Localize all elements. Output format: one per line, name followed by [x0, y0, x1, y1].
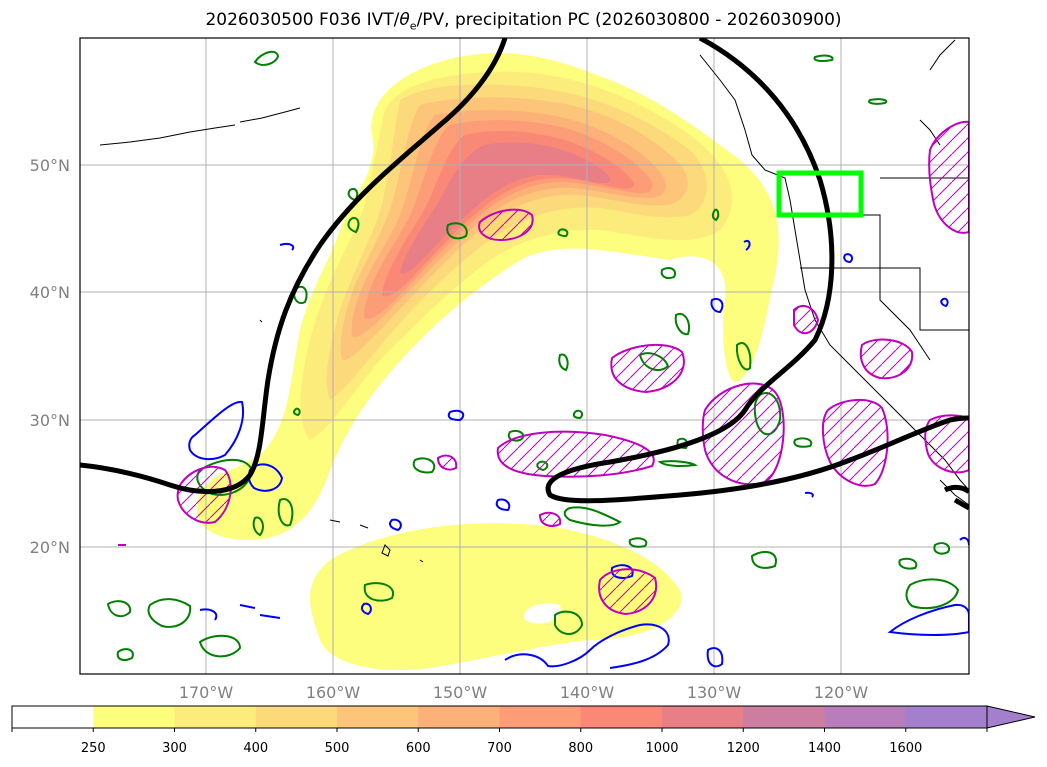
title-suffix: /PV, precipitation PC (2026030800 - 2026…: [416, 10, 842, 30]
ivt-shading: [197, 52, 779, 671]
title-theta: θ: [399, 10, 410, 30]
colorbar-segment: [12, 706, 94, 728]
colorbar-tick-label: 1400: [808, 741, 841, 756]
lon-label-160w: 160°W: [306, 683, 361, 702]
lat-label-40: 40°N: [30, 283, 70, 302]
colorbar-segment: [499, 706, 582, 728]
colorbar-tick-label: 1000: [645, 741, 678, 756]
colorbar-segment: [743, 706, 825, 728]
title-theta-subscript: e: [409, 19, 417, 33]
highlight-box: [776, 170, 864, 218]
longitude-labels: 170°W 160°W 150°W 140°W 130°W 120°W: [179, 683, 869, 702]
colorbar-segment: [905, 706, 988, 728]
latitude-labels: 50°N 40°N 30°N 20°N: [30, 156, 70, 557]
map-title: 2026030500 F036 IVT/θe/PV, precipitation…: [0, 10, 1047, 32]
magenta-hatched-contours: [118, 120, 969, 616]
colorbar-segment: [337, 706, 419, 728]
lat-label-50: 50°N: [30, 156, 70, 175]
colorbar-tick-label: 1200: [727, 741, 760, 756]
colorbar-segment: [255, 706, 338, 728]
colorbar-tick-label: 500: [325, 741, 350, 756]
title-prefix: 2026030500 F036 IVT/: [205, 10, 400, 30]
colorbar-segment: [418, 706, 500, 728]
lon-label-140w: 140°W: [560, 683, 615, 702]
colorbar-segment: [662, 706, 744, 728]
colorbar-segments: [12, 706, 988, 728]
colorbar-segment: [174, 706, 257, 728]
lon-label-130w: 130°W: [687, 683, 742, 702]
lon-label-170w: 170°W: [179, 683, 234, 702]
colorbar-ticks: 250 300 400 500 600 700 800 1000 1200 1400 1600: [11, 728, 988, 756]
colorbar: 250 300 400 500 600 700 800 1000 1200 1400 1600: [11, 705, 1036, 756]
colorbar-extend-arrow: [986, 705, 1036, 729]
lat-label-30: 30°N: [30, 411, 70, 430]
colorbar-tick-label: 400: [243, 741, 268, 756]
colorbar-segment: [93, 706, 175, 728]
lat-label-20: 20°N: [30, 538, 70, 557]
colorbar-tick-label: 700: [487, 741, 512, 756]
colorbar-segment: [580, 706, 663, 728]
lon-label-150w: 150°W: [433, 683, 488, 702]
ivt-band-250-south: [310, 523, 682, 671]
colorbar-tick-label: 300: [162, 741, 187, 756]
lon-label-120w: 120°W: [814, 683, 869, 702]
plot-frame: [79, 37, 970, 675]
colorbar-tick-label: 250: [81, 741, 106, 756]
pv-contours: [80, 38, 969, 511]
colorbar-tick-label: 800: [568, 741, 593, 756]
colorbar-segment: [824, 706, 907, 728]
colorbar-tick-label: 600: [406, 741, 431, 756]
plot-area: [80, 38, 969, 674]
ivt-band-1000: [400, 142, 611, 274]
colorbar-tick-label: 1600: [889, 741, 922, 756]
